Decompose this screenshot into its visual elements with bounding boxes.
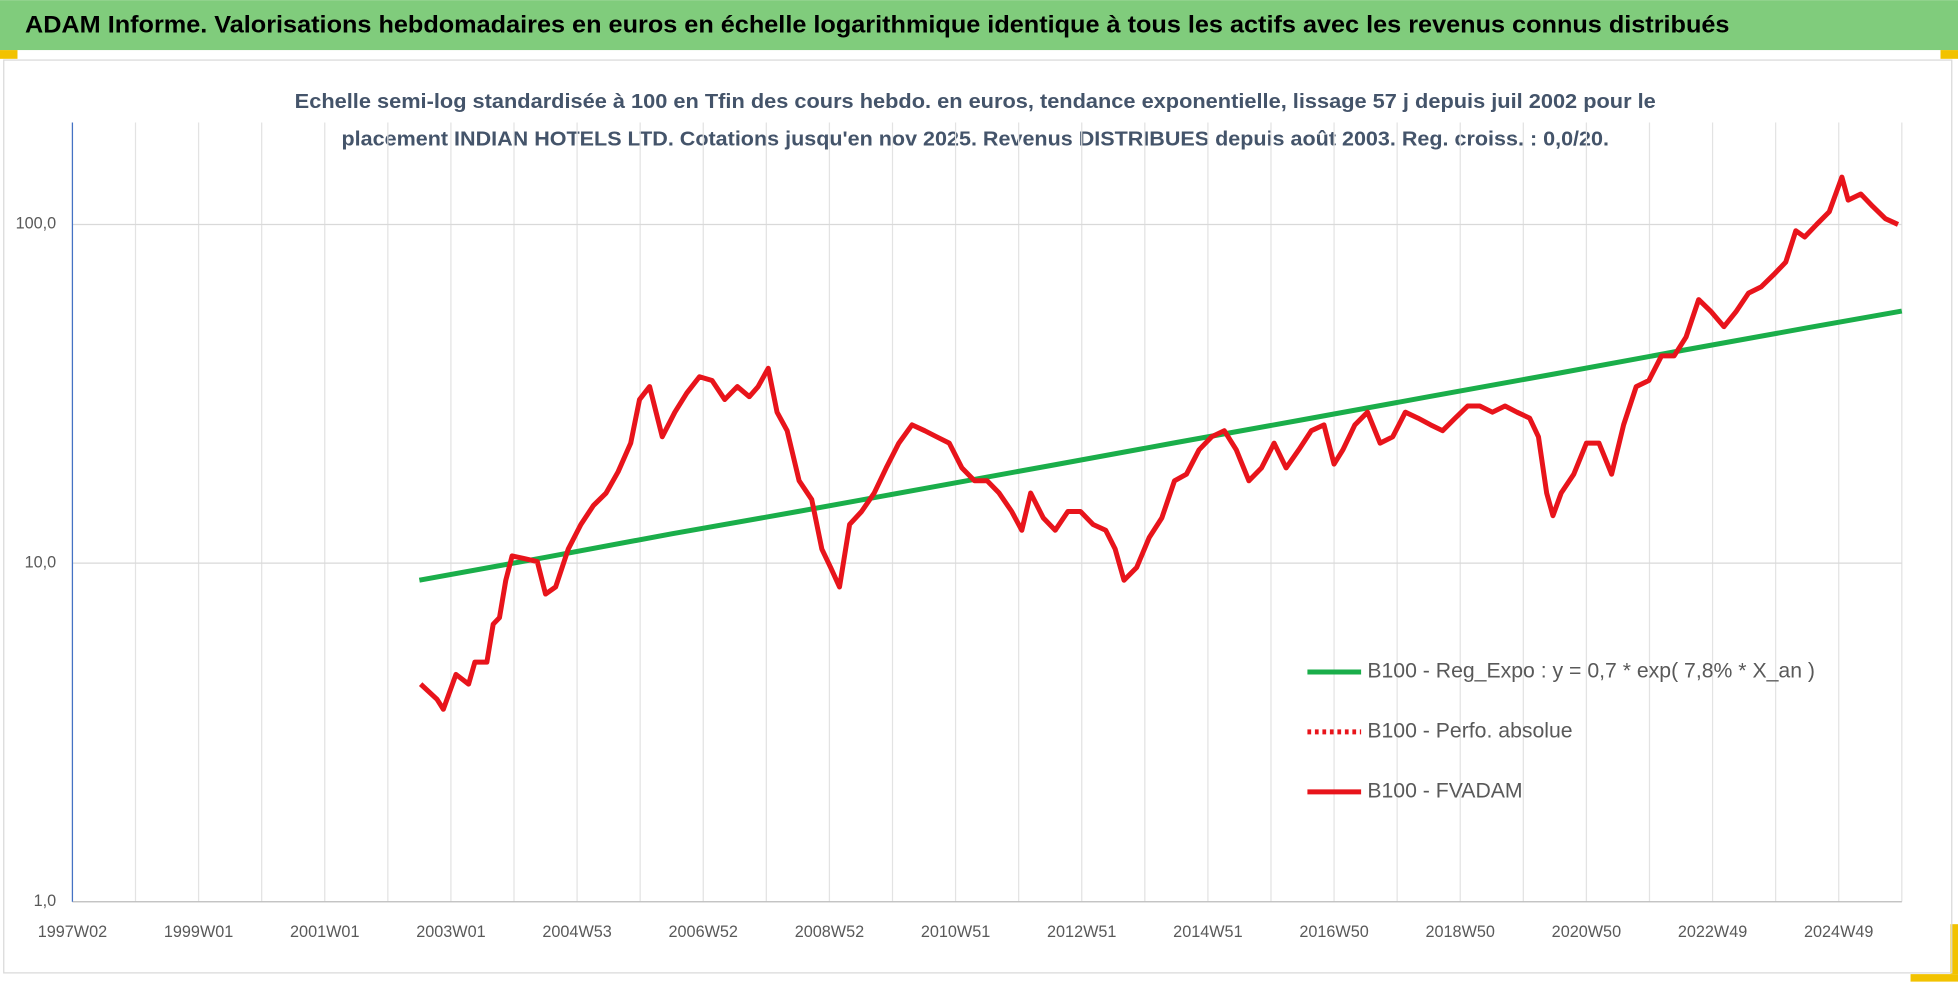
corner-mark: [0, 50, 18, 59]
legend-label: B100 - Reg_Expo : y = 0,7 * exp( 7,8% * …: [1367, 660, 1815, 683]
x-tick-label: 2008W52: [795, 923, 864, 941]
x-tick-label: 2014W51: [1173, 923, 1242, 941]
corner-mark: [1940, 50, 1958, 59]
x-tick-label: 2006W52: [669, 923, 738, 941]
x-tick-label: 2020W50: [1552, 923, 1621, 941]
y-tick-label: 100,0: [16, 215, 57, 233]
x-tick-label: 2022W49: [1678, 923, 1747, 941]
x-tick-label: 2018W50: [1426, 923, 1495, 941]
chart-title: Echelle semi-log standardisée à 100 en T…: [295, 91, 1656, 113]
x-tick-label: 2024W49: [1804, 923, 1873, 941]
header-title: ADAM Informe. Valorisations hebdomadaire…: [25, 13, 1730, 39]
corner-mark: [1950, 924, 1958, 975]
x-tick-label: 2012W51: [1047, 923, 1116, 941]
x-tick-label: 1997W02: [38, 923, 107, 941]
y-tick-label: 1,0: [34, 892, 57, 910]
x-tick-label: 2001W01: [290, 923, 359, 941]
header-bar: [0, 0, 1958, 51]
series-line: [418, 308, 1903, 583]
legend-label: B100 - Perfo. absolue: [1367, 719, 1572, 742]
x-tick-label: 2016W50: [1299, 923, 1368, 941]
x-tick-label: 1999W01: [164, 923, 233, 941]
series-line: [418, 174, 1900, 712]
chart-title: placement INDIAN HOTELS LTD. Cotations j…: [342, 128, 1609, 150]
x-tick-label: 2003W01: [416, 923, 485, 941]
chart-frame: [3, 59, 1953, 974]
x-tick-label: 2004W53: [542, 923, 611, 941]
x-tick-label: 2010W51: [921, 923, 990, 941]
y-tick-label: 10,0: [25, 553, 57, 571]
legend-label: B100 - FVADAM: [1367, 779, 1522, 802]
corner-mark: [1910, 974, 1958, 982]
